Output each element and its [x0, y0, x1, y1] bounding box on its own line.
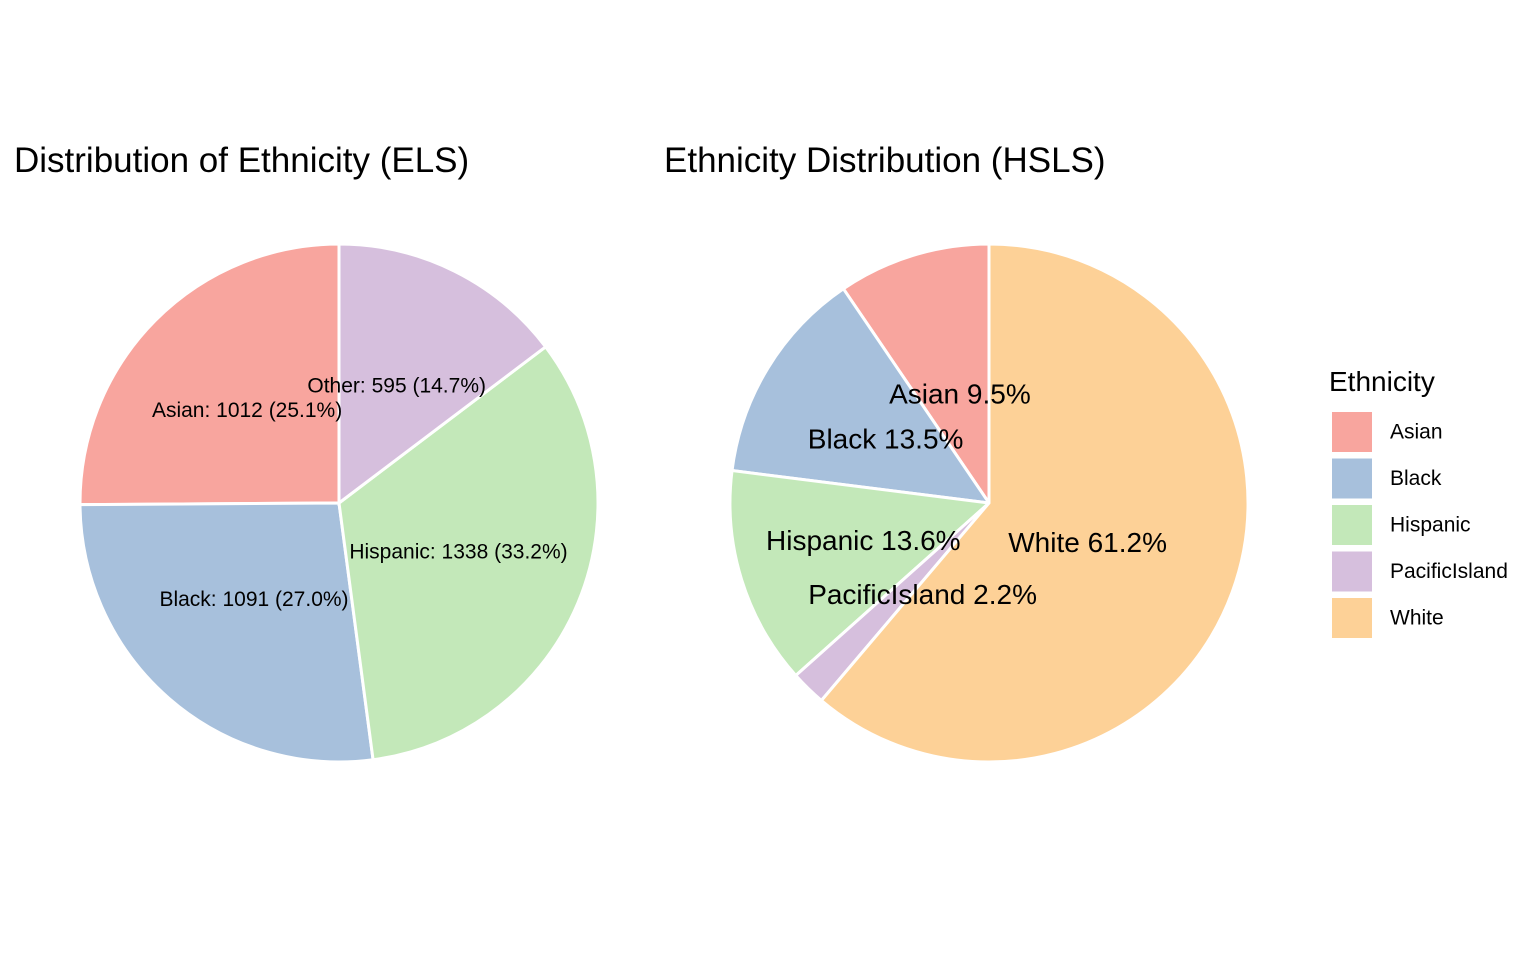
- hsls-label-asian: Asian 9.5%: [889, 379, 1031, 410]
- hsls-label-pacificisland: PacificIsland 2.2%: [808, 579, 1037, 610]
- els-label-other: Other: 595 (14.7%): [307, 375, 486, 398]
- els-chart-title: Distribution of Ethnicity (ELS): [14, 141, 469, 180]
- hsls-chart-title: Ethnicity Distribution (HSLS): [664, 141, 1106, 180]
- legend-key-white: [1332, 598, 1372, 638]
- legend: Ethnicity Asian Black Hispanic PacificIslan…: [1329, 366, 1508, 638]
- hsls-label-white: White 61.2%: [1008, 527, 1167, 558]
- els-slice-labels: Asian: 1012 (25.1%) Black: 1091 (27.0%) Hi…: [152, 375, 568, 612]
- legend-key-asian: [1332, 412, 1372, 452]
- els-slice-other: [337, 242, 548, 507]
- hsls-slice-asian: [841, 242, 991, 508]
- els-label-black: Black: 1091 (27.0%): [159, 588, 348, 611]
- legend-key-hispanic: [1332, 505, 1372, 545]
- legend-key-pacificisland: [1332, 551, 1372, 592]
- hsls-label-hispanic: Hispanic 13.6%: [766, 525, 961, 556]
- hsls-slice-labels: Asian 9.5% Black 13.5% Hispanic 13.6% Pacif…: [766, 379, 1167, 611]
- legend-label-white: White: [1390, 607, 1444, 630]
- els-slices: [78, 242, 600, 764]
- legend-items: Asian Black Hispanic PacificIsland White: [1332, 412, 1508, 638]
- legend-title: Ethnicity: [1329, 366, 1435, 397]
- els-slice-hispanic: [337, 344, 600, 762]
- els-slice-black: [78, 501, 375, 764]
- legend-label-black: Black: [1390, 467, 1442, 490]
- legend-label-asian: Asian: [1390, 421, 1443, 444]
- els-slice-asian: [78, 242, 341, 507]
- legend-key-black: [1332, 458, 1372, 499]
- els-pie-chart: Distribution of Ethnicity (ELS) Asian: 1…: [14, 141, 600, 764]
- hsls-slice-white: [819, 242, 1250, 764]
- hsls-pie-chart: Ethnicity Distribution (HSLS) Asian 9.5%…: [664, 141, 1250, 764]
- hsls-slice-hispanic: [728, 468, 993, 678]
- els-label-hispanic: Hispanic: 1338 (33.2%): [349, 540, 567, 563]
- hsls-slices: [728, 242, 1250, 764]
- legend-label-pacificisland: PacificIsland: [1390, 560, 1508, 583]
- hsls-slice-black: [730, 286, 993, 505]
- legend-label-hispanic: Hispanic: [1390, 514, 1471, 537]
- hsls-label-black: Black 13.5%: [808, 424, 964, 455]
- els-label-asian: Asian: 1012 (25.1%): [152, 399, 342, 422]
